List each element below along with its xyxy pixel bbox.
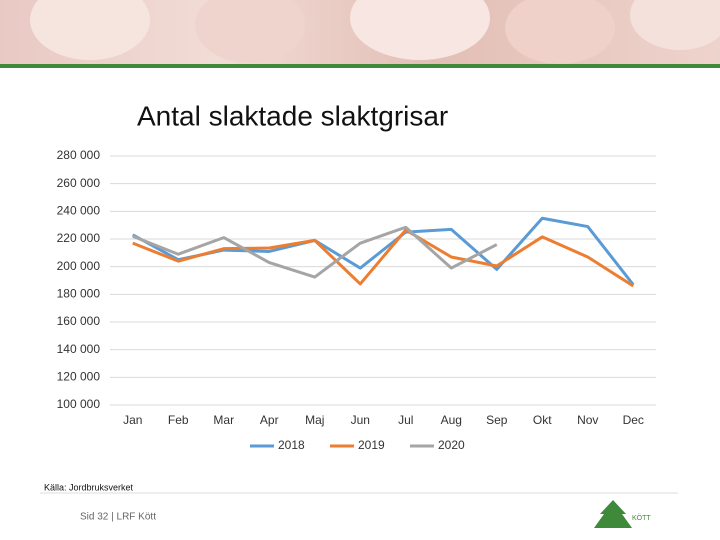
series-line [132,228,635,288]
x-tick-label: Dec [623,413,644,427]
x-tick-label: Okt [533,413,552,427]
x-tick-label: Jul [398,413,413,427]
y-tick-label: 200 000 [57,259,101,273]
x-tick-label: Aug [441,413,462,427]
legend-label: 2020 [438,438,465,452]
y-tick-label: 220 000 [57,231,101,245]
y-tick-label: 180 000 [57,287,101,301]
legend-label: 2019 [358,438,385,452]
footer: Sid 32 | LRF Kött [80,512,156,523]
y-tick-label: 280 000 [57,148,101,162]
series-line [132,216,635,286]
x-tick-label: Nov [577,413,598,427]
legend-label: 2018 [278,438,305,452]
x-tick-label: Sep [486,413,508,427]
y-tick-label: 240 000 [57,204,101,218]
source: Källa: Jordbruksverket [44,482,134,492]
y-tick-label: 160 000 [57,314,101,328]
x-tick-label: Feb [168,413,189,427]
y-tick-label: 140 000 [57,342,101,356]
x-tick-label: Mar [213,413,234,427]
x-tick-label: Apr [260,413,279,427]
x-tick-label: Jan [123,413,142,427]
chart-title: Antal slaktade slaktgrisar [137,100,448,131]
x-tick-label: Maj [305,413,324,427]
series-line [132,225,498,279]
y-tick-label: 260 000 [57,176,101,190]
y-tick-label: 120 000 [57,370,101,384]
y-tick-label: 100 000 [57,397,101,411]
logo: KÖTT [594,500,651,528]
logo-text: KÖTT [632,514,651,522]
banner [0,0,720,68]
x-tick-label: Jun [351,413,370,427]
